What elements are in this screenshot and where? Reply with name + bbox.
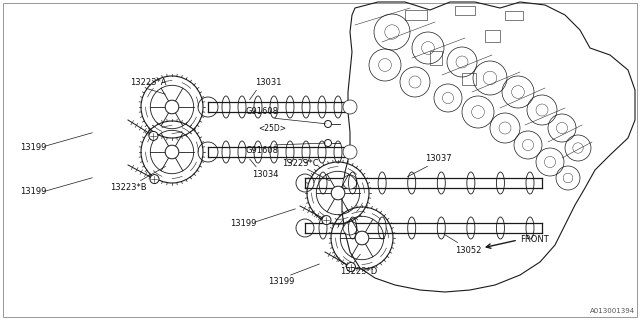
Circle shape <box>343 145 357 159</box>
Text: 13034: 13034 <box>252 170 278 179</box>
Text: 13037: 13037 <box>425 154 452 163</box>
Bar <box>462 73 476 85</box>
Bar <box>485 30 500 42</box>
Text: 13199: 13199 <box>230 219 257 228</box>
Text: 13223*B: 13223*B <box>110 183 147 192</box>
Text: 13199: 13199 <box>20 142 46 151</box>
Circle shape <box>165 100 179 114</box>
Bar <box>505 11 523 20</box>
Bar <box>430 51 442 65</box>
Circle shape <box>324 121 332 127</box>
Circle shape <box>322 216 331 225</box>
Text: 13223*A: 13223*A <box>130 78 166 87</box>
Circle shape <box>324 140 332 147</box>
Circle shape <box>343 221 357 235</box>
Circle shape <box>346 262 355 271</box>
Text: A013001394: A013001394 <box>590 308 635 314</box>
Circle shape <box>343 175 357 189</box>
Text: 13052: 13052 <box>455 246 481 255</box>
Circle shape <box>165 145 179 159</box>
Bar <box>455 6 475 15</box>
Text: 13223*D: 13223*D <box>340 267 377 276</box>
Text: G91608: G91608 <box>245 146 278 155</box>
Circle shape <box>149 132 158 140</box>
Text: 13199: 13199 <box>268 277 294 286</box>
Text: 13223*C: 13223*C <box>282 159 319 168</box>
Text: G91608: G91608 <box>245 107 278 116</box>
Bar <box>405 10 427 20</box>
Circle shape <box>355 231 369 245</box>
Text: FRONT: FRONT <box>520 236 548 244</box>
Text: 13031: 13031 <box>255 78 282 87</box>
Circle shape <box>343 100 357 114</box>
Text: 13199: 13199 <box>20 188 46 196</box>
Circle shape <box>331 186 345 200</box>
Circle shape <box>150 175 159 184</box>
Text: <25D>: <25D> <box>258 124 286 132</box>
